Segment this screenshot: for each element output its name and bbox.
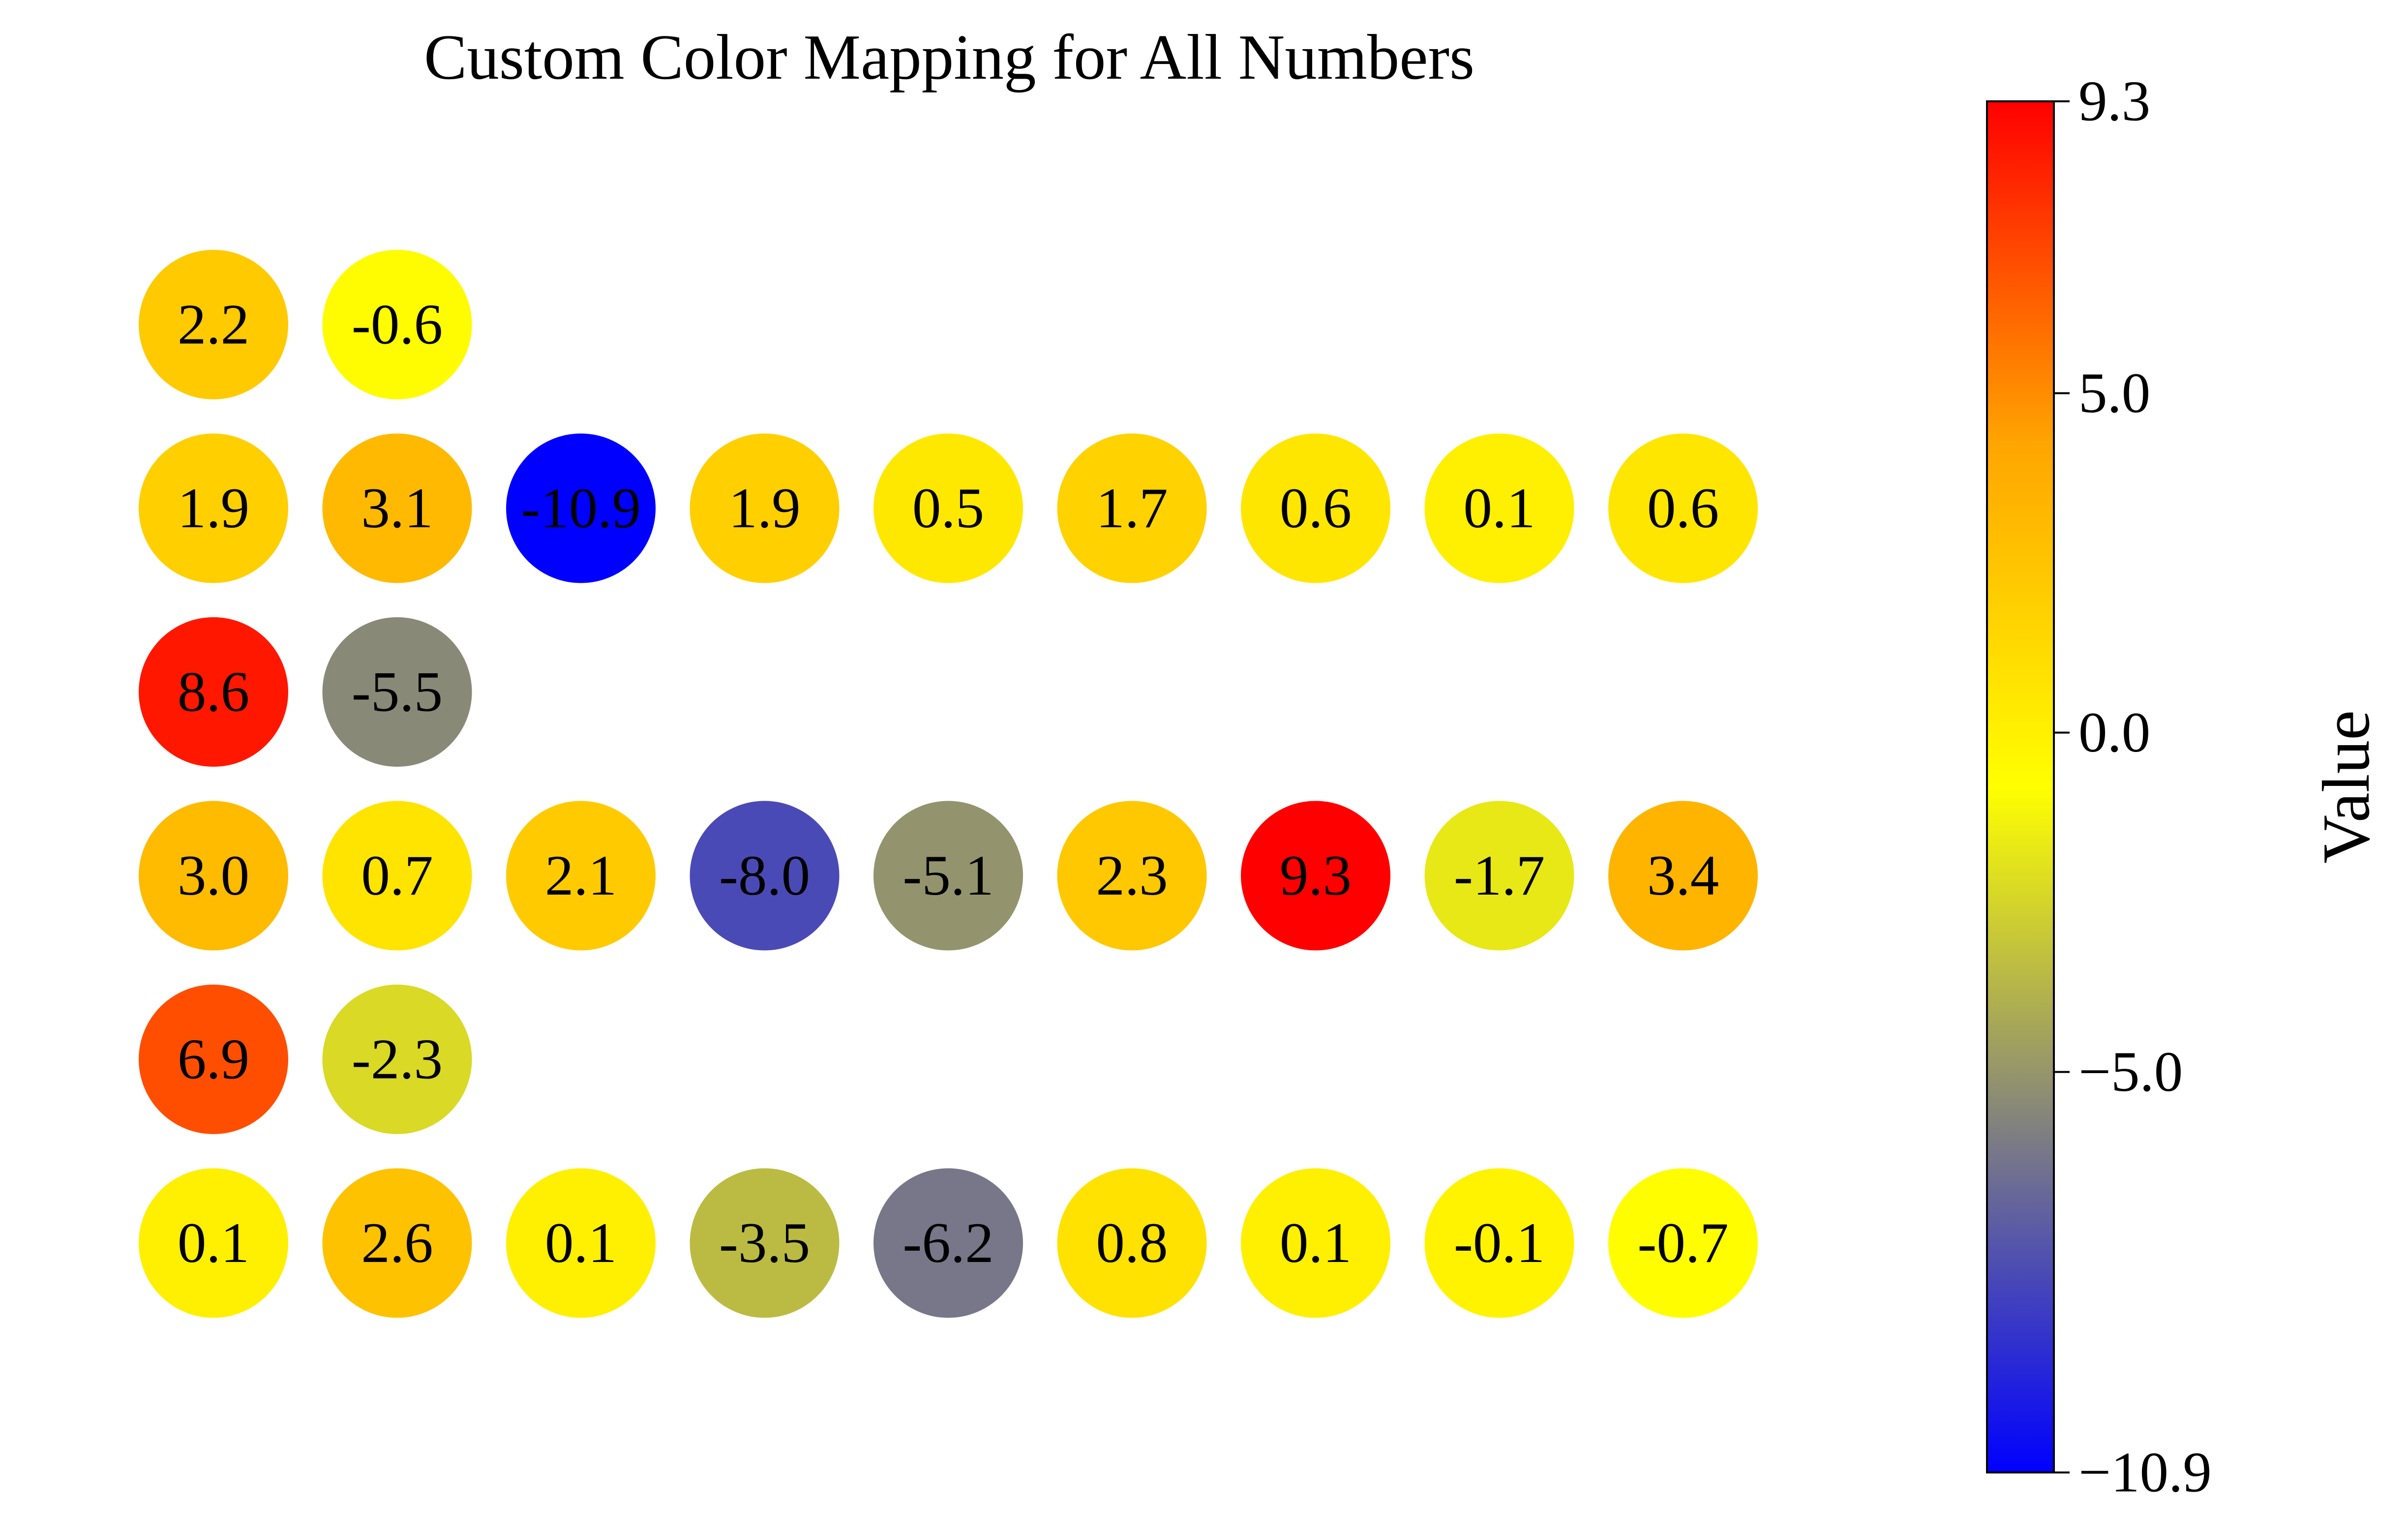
bubble-value-label: -3.5 [719,1211,810,1275]
bubble-value-label: 2.3 [1096,844,1168,907]
bubble-value-label: -1.7 [1454,844,1545,907]
bubble [322,617,472,767]
bubble-value-label: 3.1 [361,477,433,540]
colorbar-label: Value [2309,710,2383,864]
colorbar-ticks: 9.3 5.0 0.0 −5.0 −10.9 [2054,70,2212,1504]
bubble [139,617,288,767]
colorbar-tick-label: −5.0 [2078,1040,2183,1104]
bubble-value-label: -0.6 [352,293,443,357]
bubble [322,1168,472,1318]
bubble [322,985,472,1134]
bubble [139,250,288,399]
bubble [506,433,656,583]
bubble-value-label: 3.4 [1647,844,1719,907]
bubble [1424,433,1574,583]
bubble-value-label: 2.1 [545,844,617,907]
bubble-value-label: -5.5 [352,660,443,724]
bubble [873,801,1023,951]
bubble-value-label: 2.2 [178,293,249,357]
colorbar-tick-label: 5.0 [2078,361,2150,425]
bubble-value-label: -6.2 [903,1211,993,1275]
bubble [1057,1168,1207,1318]
bubble [139,985,288,1134]
bubble [1424,801,1574,951]
bubble [1608,801,1758,951]
bubble [1608,1168,1758,1318]
bubble [506,801,656,951]
bubble-value-label: -0.1 [1454,1211,1545,1275]
bubble-value-label: 1.9 [178,477,249,540]
bubble-value-label: 2.6 [361,1211,433,1275]
bubble-value-label: 0.7 [361,844,433,907]
bubble-value-label: 0.1 [545,1211,617,1275]
bubble-value-label: 6.9 [178,1028,249,1091]
colorbar-tick-label: −10.9 [2078,1441,2212,1504]
bubble [322,250,472,399]
bubble [690,801,840,951]
chart-title: Custom Color Mapping for All Numbers [424,22,1475,93]
bubble-value-label: -10.9 [521,477,641,540]
bubble-value-label: 0.5 [912,477,984,540]
bubble-value-label: -0.7 [1637,1211,1728,1275]
bubble [873,433,1023,583]
colorbar-tick-label: 9.3 [2078,70,2150,133]
bubble [322,801,472,951]
bubble-value-label: 1.7 [1096,477,1168,540]
bubble-value-label: 8.6 [178,660,249,724]
bubble-value-label: 0.8 [1096,1211,1168,1275]
bubble [873,1168,1023,1318]
bubble [1241,801,1390,951]
bubble [1057,801,1207,951]
bubble-value-label: 3.0 [178,844,249,907]
bubble-value-label: -8.0 [719,844,810,907]
bubble [1241,433,1390,583]
bubble-value-label: 0.1 [178,1211,249,1275]
bubble [139,1168,288,1318]
colorbar-tick-label: 0.0 [2078,701,2150,764]
bubble-grid: 2.2 -0.6 1.9 3.1 -10.9 1.9 0.5 1.7 0.6 0.1 0.6 8.6 -… [139,250,1758,1318]
colorbar: 9.3 5.0 0.0 −5.0 −10.9 Value [1986,70,2383,1504]
bubble [139,801,288,951]
bubble [1608,433,1758,583]
bubble [1057,433,1207,583]
bubble [322,433,472,583]
bubble [506,1168,656,1318]
bubble-value-label: -5.1 [903,844,993,907]
bubble-value-label: 0.6 [1280,477,1352,540]
bubble [690,433,840,583]
bubble-value-label: 0.1 [1280,1211,1352,1275]
bubble-value-label: 0.1 [1463,477,1535,540]
colorbar-gradient [1986,100,2055,1473]
bubble [139,433,288,583]
bubble [690,1168,840,1318]
bubble-value-label: 9.3 [1280,844,1352,907]
bubble [1424,1168,1574,1318]
bubble-value-label: 0.6 [1647,477,1719,540]
bubble-value-label: -2.3 [352,1028,443,1091]
bubble [1241,1168,1390,1318]
bubble-value-label: 1.9 [728,477,800,540]
